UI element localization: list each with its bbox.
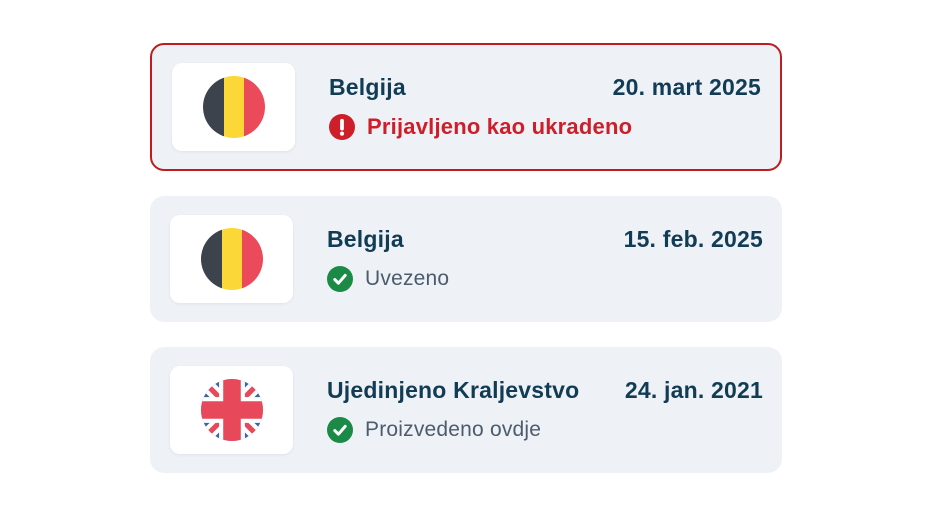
uk-flag-icon <box>200 379 263 441</box>
alert-circle-icon <box>329 114 355 140</box>
flag-tile <box>172 63 295 151</box>
card-body: Belgija 15. feb. 2025 Uvezeno <box>327 226 763 292</box>
flag-tile <box>170 366 293 454</box>
history-card-stolen[interactable]: Belgija 20. mart 2025 Prijavljeno kao uk… <box>150 43 782 171</box>
check-circle-icon <box>327 417 353 443</box>
check-circle-icon <box>327 266 353 292</box>
card-body: Belgija 20. mart 2025 Prijavljeno kao uk… <box>329 74 761 140</box>
country-name: Belgija <box>327 226 404 252</box>
status-text: Prijavljeno kao ukradeno <box>367 114 633 139</box>
history-card-manufactured[interactable]: Ujedinjeno Kraljevstvo 24. jan. 2021 Pro… <box>150 347 782 473</box>
status-text: Uvezeno <box>365 267 450 290</box>
country-name: Belgija <box>329 74 406 100</box>
event-date: 15. feb. 2025 <box>623 226 763 252</box>
flag-tile <box>170 215 293 303</box>
event-date: 24. jan. 2021 <box>624 377 763 403</box>
history-card-imported[interactable]: Belgija 15. feb. 2025 Uvezeno <box>150 196 782 322</box>
card-body: Ujedinjeno Kraljevstvo 24. jan. 2021 Pro… <box>327 377 763 443</box>
history-timeline: Belgija 20. mart 2025 Prijavljeno kao uk… <box>150 43 782 473</box>
country-name: Ujedinjeno Kraljevstvo <box>327 377 580 403</box>
belgium-flag-icon <box>202 76 265 138</box>
belgium-flag-icon <box>200 228 263 290</box>
event-date: 20. mart 2025 <box>612 74 761 100</box>
status-text: Proizvedeno ovdje <box>365 418 542 441</box>
